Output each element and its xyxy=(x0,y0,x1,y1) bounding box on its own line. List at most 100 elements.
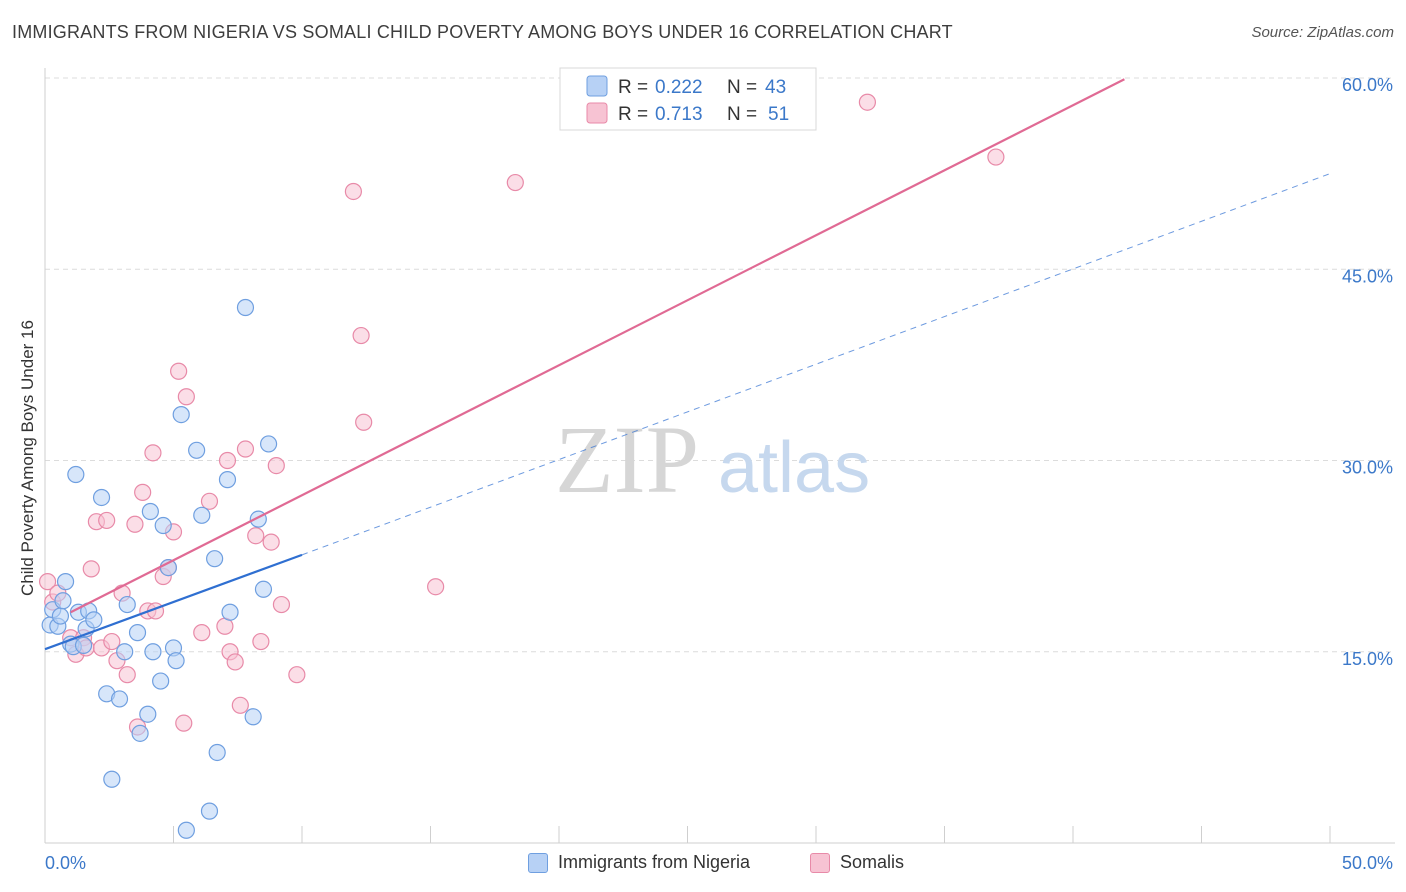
somali-point xyxy=(82,560,100,578)
nigeria-point xyxy=(188,441,206,459)
somali-point xyxy=(506,173,524,192)
nigeria-point xyxy=(103,770,121,788)
nigeria-point xyxy=(144,643,162,661)
axes xyxy=(44,68,1395,844)
nigeria-point xyxy=(139,705,157,723)
nigeria-point xyxy=(51,607,70,625)
legend-r-value-nigeria: 0.222 xyxy=(655,77,703,98)
nigeria-point xyxy=(259,435,278,453)
legend-bottom-swatch-nigeria xyxy=(528,852,548,873)
nigeria-point xyxy=(167,652,185,670)
legend-swatch-nigeria xyxy=(586,75,608,97)
y-axis-label: Child Poverty Among Boys Under 16 xyxy=(18,320,37,596)
somali-point xyxy=(126,515,144,533)
watermark-zip: ZIP xyxy=(555,406,699,513)
source-label: Source: ZipAtlas.com xyxy=(1251,24,1394,41)
nigeria-point xyxy=(85,611,103,629)
somali-point xyxy=(118,666,136,684)
legend-item-nigeria: Immigrants from Nigeria xyxy=(528,852,750,873)
nigeria-point xyxy=(110,690,129,708)
legend-r-value-somali: 0.713 xyxy=(655,104,703,125)
chart-title: IMMIGRANTS FROM NIGERIA VS SOMALI CHILD … xyxy=(12,22,953,42)
somali-point xyxy=(252,632,270,651)
nigeria-point xyxy=(236,298,255,317)
y-tick-label: 45.0% xyxy=(1342,266,1393,286)
nigeria-point xyxy=(172,406,190,424)
somali-point xyxy=(858,93,877,111)
somali-point xyxy=(427,578,445,596)
somali-point xyxy=(231,696,249,714)
somali-point xyxy=(193,624,211,642)
nigeria-point xyxy=(221,603,239,621)
nigeria-point xyxy=(244,708,262,726)
gridlines xyxy=(45,77,1395,653)
legend-bottom: Immigrants from Nigeria Somalis xyxy=(0,852,1406,876)
nigeria-point xyxy=(208,743,226,762)
legend-n-value-nigeria: 43 xyxy=(765,77,786,98)
legend-bottom-swatch-somali xyxy=(810,852,830,873)
y-tick-label: 60.0% xyxy=(1342,75,1393,95)
somali-trend-line xyxy=(70,78,1125,614)
legend-n-value-somali: 51 xyxy=(768,104,789,125)
legend-item-somali: Somalis xyxy=(810,852,904,873)
somali-point xyxy=(987,148,1005,166)
nigeria-point xyxy=(67,465,85,484)
nigeria-point xyxy=(92,488,111,507)
nigeria-point xyxy=(131,724,149,742)
somali-point xyxy=(38,573,57,591)
nigeria-point xyxy=(54,592,72,610)
nigeria-point xyxy=(193,506,211,524)
somali-point xyxy=(352,326,370,345)
nigeria-point xyxy=(177,821,195,839)
somali-point xyxy=(272,595,291,614)
legend-swatch-somali xyxy=(586,102,608,124)
nigeria-point xyxy=(154,516,172,535)
somali-point xyxy=(226,653,244,671)
somali-point xyxy=(177,388,195,406)
somali-point xyxy=(288,666,306,684)
somali-point xyxy=(344,182,362,201)
tick-labels: 15.0% 30.0% 45.0% 60.0% 0.0% 50.0% xyxy=(45,75,1393,873)
nigeria-point xyxy=(200,802,219,820)
nigeria-point xyxy=(118,595,136,614)
y-tick-label: 30.0% xyxy=(1342,458,1393,478)
nigeria-point xyxy=(141,502,159,521)
somali-point xyxy=(262,533,280,551)
nigeria-point xyxy=(206,550,224,568)
somali-point xyxy=(175,714,193,732)
nigeria-point xyxy=(56,573,75,591)
legend-r-label-somali: R = xyxy=(618,104,648,125)
nigeria-point xyxy=(218,471,237,489)
somali-point xyxy=(98,511,116,530)
nigeria-point xyxy=(254,580,273,598)
nigeria-point xyxy=(74,636,93,654)
x-tick-label: 50.0% xyxy=(1342,853,1393,873)
legend-bottom-label-nigeria: Immigrants from Nigeria xyxy=(558,852,751,872)
somali-point xyxy=(247,527,265,545)
legend-n-label-nigeria: N = xyxy=(727,77,757,98)
somali-point xyxy=(200,492,219,510)
somali-point xyxy=(267,457,285,475)
somali-point xyxy=(103,632,121,651)
somali-point xyxy=(218,451,237,470)
legend-top: R = 0.222 N = 43 R = 0.713 N = 51 xyxy=(559,67,817,131)
nigeria-trend-line xyxy=(44,553,303,651)
legend-r-label-nigeria: R = xyxy=(618,77,648,98)
somali-point xyxy=(355,413,373,431)
trend-lines xyxy=(44,78,1331,651)
x-tick-label: 0.0% xyxy=(45,853,86,873)
nigeria-point xyxy=(152,672,170,690)
somali-point xyxy=(134,483,152,501)
nigeria-point xyxy=(116,643,134,661)
nigeria-points xyxy=(41,298,278,839)
watermark-atlas: atlas xyxy=(718,428,870,508)
y-tick-label: 15.0% xyxy=(1342,649,1393,669)
legend-n-label-somali: N = xyxy=(727,104,757,125)
somali-point xyxy=(236,440,255,458)
nigeria-trend-extension xyxy=(301,173,1331,556)
legend-bottom-label-somali: Somalis xyxy=(840,852,905,872)
nigeria-point xyxy=(128,624,147,642)
somali-point xyxy=(170,362,188,380)
somali-point xyxy=(144,444,162,462)
